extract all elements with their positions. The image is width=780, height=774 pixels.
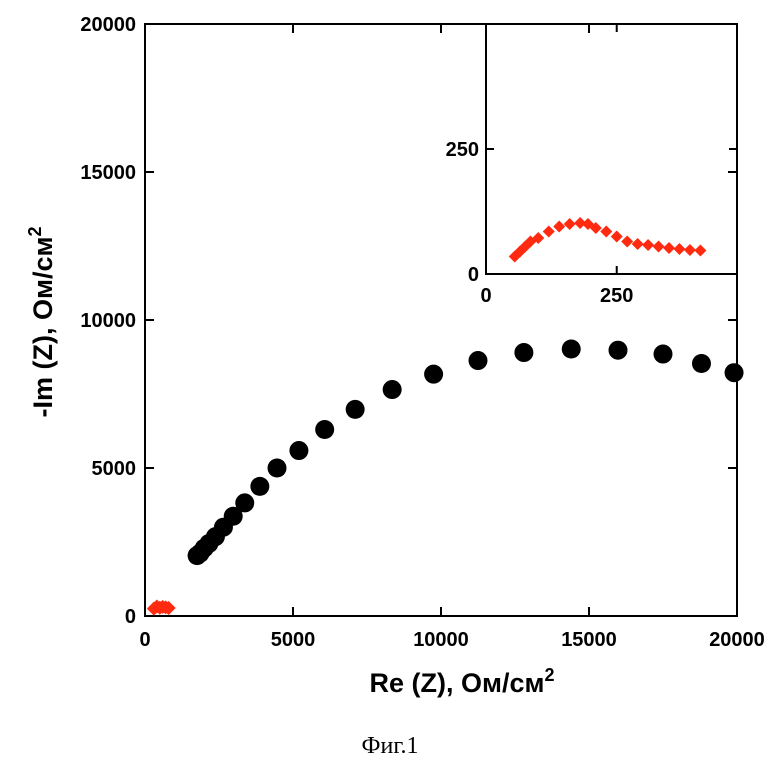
- data-point-circle: [514, 343, 533, 362]
- data-point-circle: [383, 380, 402, 399]
- inset-y-tick-label: 250: [446, 139, 479, 161]
- data-point-circle: [250, 477, 269, 496]
- x-tick-label: 5000: [271, 629, 316, 651]
- inset-x-tick-label: 0: [480, 285, 491, 307]
- y-tick-label: 20000: [80, 14, 136, 36]
- inset-data-point-diamond: [611, 231, 623, 243]
- nyquist-chart: 0 5000 10000 15000 20000 0 5000 10000 15000 20000…: [0, 0, 780, 774]
- data-point-circle: [315, 420, 334, 439]
- inset-data-point-diamond: [543, 226, 555, 238]
- y-tick-label: 10000: [80, 310, 136, 332]
- inset-data-point-diamond: [663, 242, 675, 254]
- inset-data-point-diamond: [553, 221, 565, 233]
- main-plot: 0 5000 10000 15000 20000 0 5000 10000 15000 20000: [80, 14, 764, 651]
- data-point-circle: [346, 400, 365, 419]
- data-point-circle: [469, 351, 488, 370]
- data-point-circle: [609, 341, 628, 360]
- data-point-circle: [268, 459, 287, 478]
- x-tick-label: 15000: [561, 629, 617, 651]
- inset-data-point-diamond: [684, 244, 696, 256]
- inset-data-point-diamond: [673, 243, 685, 255]
- inset-data-point-diamond: [653, 241, 665, 253]
- inset-plot: 0 250 0 250: [446, 24, 737, 307]
- x-tick-label: 0: [139, 629, 150, 651]
- inset-data-point-diamond: [564, 218, 576, 230]
- data-point-circle: [289, 441, 308, 460]
- data-point-circle: [654, 345, 673, 364]
- data-point-circle: [562, 340, 581, 359]
- x-tick-label: 10000: [413, 629, 469, 651]
- y-tick-label: 5000: [92, 458, 137, 480]
- data-point-circle: [725, 363, 744, 382]
- inset-data-point-diamond: [642, 239, 654, 251]
- inset-data-point-diamond: [632, 238, 644, 250]
- y-tick-label: 15000: [80, 162, 136, 184]
- inset-data-point-diamond: [600, 226, 612, 238]
- inset-x-tick-label: 250: [600, 285, 633, 307]
- data-point-circle: [424, 365, 443, 384]
- x-axis-label: Re (Z), Ом/см2: [370, 665, 555, 698]
- y-axis-label: -Im (Z), Ом/см2: [25, 227, 58, 418]
- inset-y-tick-label: 0: [468, 264, 479, 286]
- inset-data-point-diamond: [694, 245, 706, 257]
- plot-frame: [145, 24, 737, 616]
- figure-caption: Фиг.1: [0, 733, 780, 760]
- inset-data-point-diamond: [621, 236, 633, 248]
- y-tick-label: 0: [125, 606, 136, 628]
- data-point-circle: [235, 493, 254, 512]
- data-point-circle: [692, 354, 711, 373]
- x-tick-label: 20000: [709, 629, 765, 651]
